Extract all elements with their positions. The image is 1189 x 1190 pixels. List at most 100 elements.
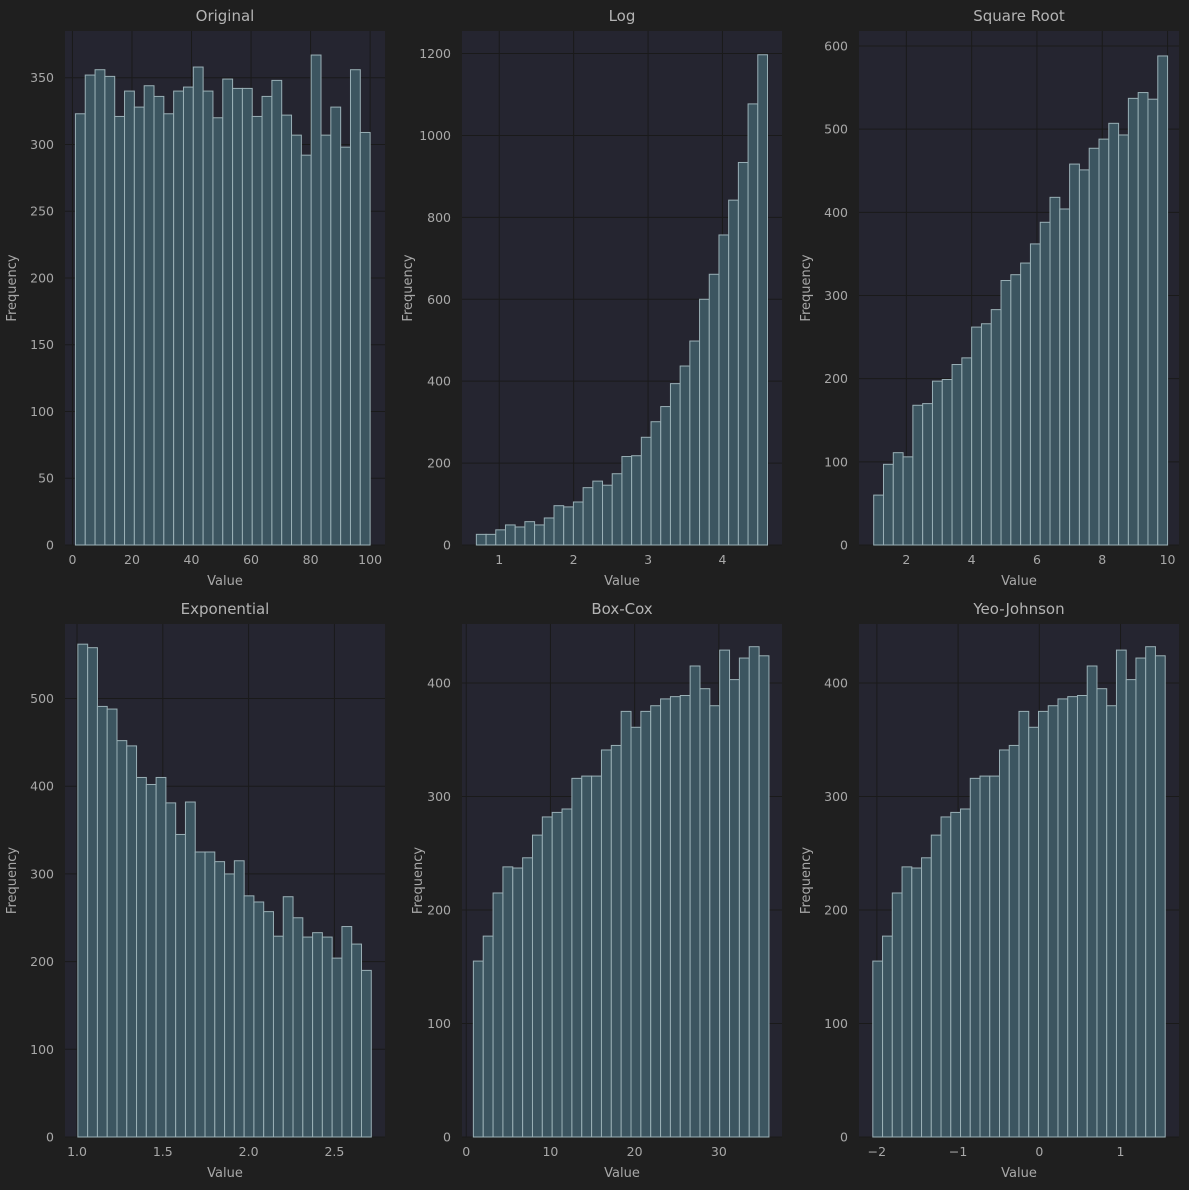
histogram-bar (572, 501, 584, 546)
histogram-bar (971, 326, 982, 546)
histogram-bar (1049, 196, 1061, 546)
histogram-bar (163, 113, 175, 546)
histogram-bar (689, 665, 701, 1138)
y-tick-label: 200 (30, 270, 54, 285)
x-tick-label: 0 (462, 1144, 470, 1159)
y-tick-label: 500 (30, 691, 54, 706)
histogram-bar (699, 298, 710, 546)
x-tick-label: 20 (627, 1144, 643, 1159)
y-axis-label: Frequency (799, 254, 814, 321)
histogram-panel: −2 −1 0 1 0 100 200 300 400 Yeo-Johnson Value Frequ… (799, 600, 1179, 1181)
chart-title: Yeo-Johnson (972, 600, 1064, 618)
histogram-bar (581, 775, 593, 1138)
y-tick-label: 200 (824, 903, 848, 918)
histogram-bar (312, 932, 323, 1138)
histogram-bar (524, 521, 536, 546)
y-tick-label: 350 (30, 70, 54, 85)
histogram-bar (359, 131, 371, 546)
histogram-bar (116, 740, 128, 1138)
histogram-bar (114, 115, 126, 546)
histogram-bar (1059, 208, 1071, 546)
x-tick-label: 80 (303, 552, 319, 567)
x-tick-label: 100 (358, 552, 382, 567)
histogram-bar (522, 857, 533, 1138)
x-tick-label: 10 (1160, 552, 1176, 567)
histogram-bar (282, 896, 294, 1138)
y-tick-label: 0 (443, 1130, 451, 1145)
histogram-bar (990, 309, 1002, 546)
y-tick-label: 400 (427, 374, 451, 389)
histogram-bar (950, 811, 962, 1138)
histogram-bar (340, 146, 351, 546)
x-tick-label: 20 (124, 552, 140, 567)
histogram-bar (482, 935, 494, 1138)
y-tick-label: 100 (824, 1016, 848, 1031)
y-tick-label: 1200 (419, 46, 451, 61)
histogram-bar (882, 463, 894, 546)
histogram-bar (182, 86, 194, 546)
histogram-bar (271, 79, 283, 546)
histogram-bar (553, 505, 565, 546)
histogram-bar (1106, 705, 1117, 1138)
histogram-bar (124, 90, 135, 546)
histogram-bar (747, 103, 759, 546)
chart-title: Original (196, 7, 255, 25)
histogram-bar (1098, 138, 1110, 546)
histogram-bar (960, 808, 971, 1138)
histogram-bar (87, 647, 98, 1138)
histogram-bar (253, 901, 265, 1138)
histogram-bar (1037, 710, 1049, 1138)
x-tick-label: 10 (542, 1144, 558, 1159)
histogram-bar (96, 705, 108, 1138)
y-tick-label: 200 (427, 456, 451, 471)
histogram-bar (1096, 688, 1108, 1138)
histogram-bar (699, 688, 711, 1138)
histogram-bar (892, 452, 904, 546)
histogram-bar (300, 154, 312, 546)
histogram-bar (901, 866, 913, 1138)
x-tick-label: 2 (570, 552, 578, 567)
histogram-bar (1147, 98, 1159, 546)
y-axis-label: Frequency (411, 847, 426, 914)
histogram-bar (738, 657, 750, 1138)
histogram-bar (291, 134, 302, 546)
histogram-bar (669, 383, 681, 546)
histogram-bar (143, 85, 155, 546)
histogram-bar (582, 487, 594, 546)
histogram-bar (349, 69, 361, 546)
histogram-bar (1067, 696, 1078, 1138)
histogram-bar (679, 365, 691, 546)
y-axis-label: Frequency (5, 847, 20, 914)
y-tick-label: 100 (824, 454, 848, 469)
histogram-bar (330, 106, 342, 546)
histogram-bar (1157, 55, 1169, 546)
histogram-bar (360, 969, 372, 1138)
histogram-bar (708, 273, 720, 546)
x-tick-label: 40 (184, 552, 200, 567)
histogram-bar (1088, 147, 1100, 546)
histogram-bar (543, 517, 555, 546)
x-tick-label: 60 (243, 552, 259, 567)
histogram-bar (757, 54, 768, 546)
histogram-bar (192, 66, 204, 546)
y-tick-label: 600 (824, 38, 848, 53)
histogram-bar (106, 708, 118, 1138)
histogram-bar (1008, 744, 1020, 1138)
histogram-bar (872, 960, 884, 1138)
histogram-bar (204, 851, 216, 1138)
chart-title: Exponential (181, 600, 270, 618)
x-axis-label: Value (604, 1166, 640, 1181)
histogram-bar (212, 117, 224, 546)
x-tick-label: 1.0 (67, 1144, 87, 1159)
histogram-bar (475, 533, 487, 546)
histogram-bar (600, 749, 612, 1138)
histogram-bar (94, 69, 106, 546)
y-tick-label: 300 (427, 789, 451, 804)
y-tick-label: 150 (30, 337, 54, 352)
x-tick-label: 8 (1098, 552, 1106, 567)
histogram-bar (175, 833, 186, 1138)
histogram-panel: 0 20 40 60 80 100 0 50 100 150 200 250 300 350 Origina… (5, 7, 385, 589)
chart-title: Log (609, 7, 636, 25)
histogram-bar (241, 87, 253, 546)
